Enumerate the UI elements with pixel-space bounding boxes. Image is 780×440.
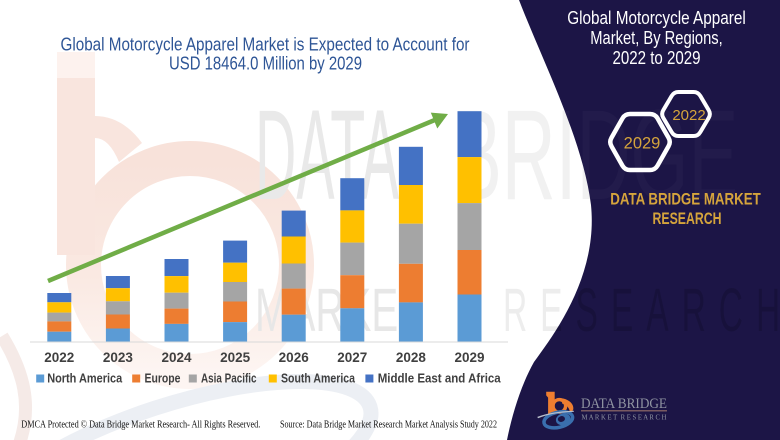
svg-text:Middle East and Africa: Middle East and Africa: [378, 371, 502, 386]
svg-text:2023: 2023: [103, 350, 134, 365]
svg-text:2022: 2022: [672, 107, 705, 124]
svg-text:Global Motorcycle Apparel Mark: Global Motorcycle Apparel Market is Expe…: [61, 35, 470, 55]
svg-text:2022: 2022: [44, 350, 74, 365]
svg-text:Europe: Europe: [145, 371, 181, 386]
svg-text:M A R K E T R E S E A R C H: M A R K E T R E S E A R C H: [582, 413, 668, 422]
svg-text:DATA BRIDGE MARKET: DATA BRIDGE MARKET: [610, 191, 761, 209]
svg-text:2026: 2026: [279, 350, 310, 365]
svg-text:2027: 2027: [337, 350, 367, 365]
svg-text:Source: Data Bridge Market Res: Source: Data Bridge Market Research Mark…: [280, 420, 497, 431]
svg-text:North America: North America: [47, 371, 123, 386]
svg-text:USD 18464.0 Million by 2029: USD 18464.0 Million by 2029: [169, 54, 362, 74]
svg-text:2024: 2024: [161, 350, 192, 365]
svg-text:DATA: DATA: [255, 84, 399, 227]
svg-text:2029: 2029: [454, 350, 484, 365]
svg-text:2029: 2029: [624, 135, 661, 153]
svg-text:South America: South America: [281, 371, 356, 386]
svg-text:RESEARCH: RESEARCH: [653, 210, 722, 228]
svg-text:Asia Pacific: Asia Pacific: [201, 371, 257, 386]
svg-text:2025: 2025: [220, 350, 251, 365]
svg-text:MARKET: MARKET: [255, 275, 423, 343]
svg-text:2022 to 2029: 2022 to 2029: [613, 48, 701, 68]
svg-text:2028: 2028: [396, 350, 427, 365]
svg-text:DMCA Protected © Data Bridge M: DMCA Protected © Data Bridge Market Rese…: [21, 420, 260, 431]
svg-text:DATA BRIDGE: DATA BRIDGE: [581, 396, 667, 412]
svg-text:Market, By Regions,: Market, By Regions,: [590, 28, 723, 48]
svg-text:Global Motorcycle Apparel: Global Motorcycle Apparel: [567, 8, 746, 28]
